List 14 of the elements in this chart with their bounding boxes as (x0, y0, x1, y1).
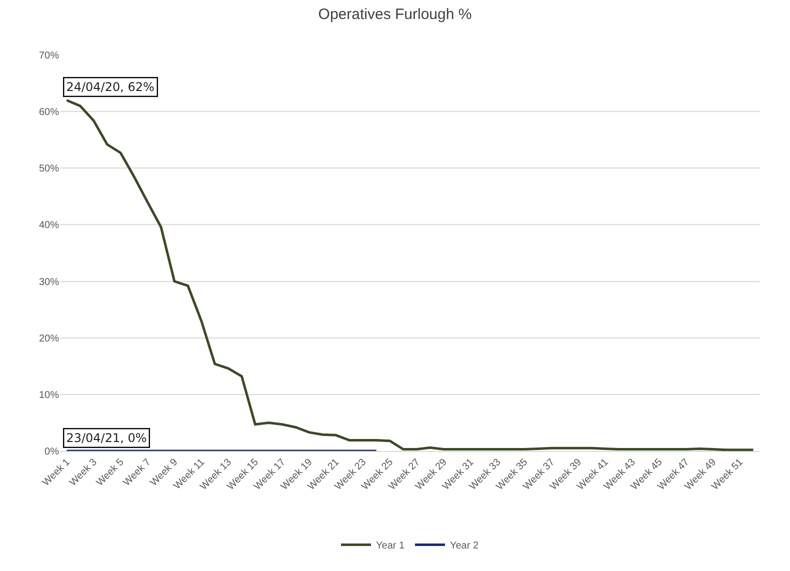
y-tick-label: 50% (38, 164, 60, 175)
y-tick-label: 60% (38, 107, 60, 118)
line-series (65, 99, 755, 451)
annotation: 23/04/21, 0% (66, 431, 147, 446)
y-tick-label: 30% (38, 276, 60, 288)
chart-title: Operatives Furlough % (318, 6, 472, 24)
y-tick-label: 10% (38, 390, 60, 401)
y-tick-label: 20% (38, 333, 60, 344)
legend-label: Year 2 (450, 540, 479, 552)
y-tick-label: 40% (38, 220, 60, 232)
y-tick-label: 0% (44, 446, 60, 458)
y-tick-label: 70% (38, 50, 60, 62)
legend-label: Year 1 (376, 540, 405, 552)
annotation: 24/04/20, 62% (66, 80, 154, 94)
